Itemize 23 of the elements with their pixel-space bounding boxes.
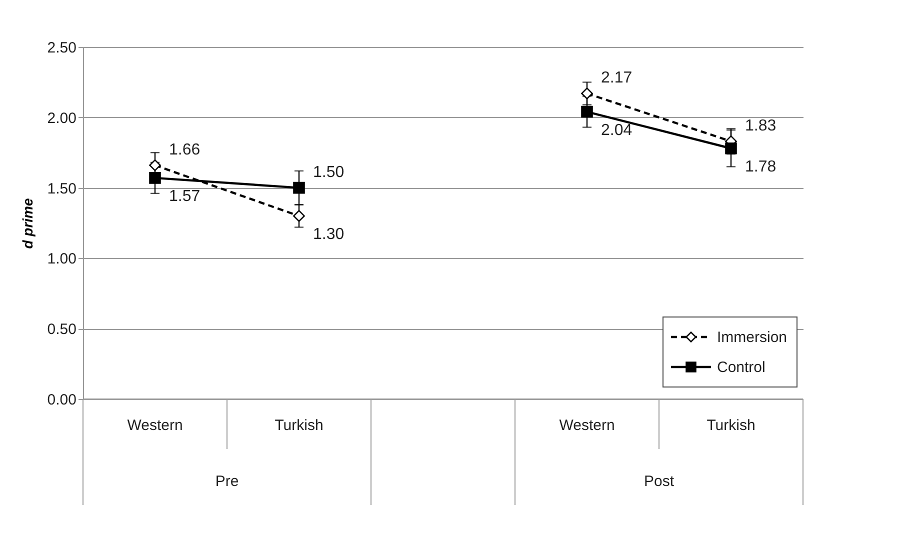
y-tick-label: 0.00 xyxy=(47,392,76,408)
legend-label: Control xyxy=(717,359,766,376)
legend-label: Immersion xyxy=(717,329,788,346)
x-tick-label: Western xyxy=(559,417,615,434)
y-axis-title: d prime xyxy=(19,198,36,249)
x-tick-label: Turkish xyxy=(274,417,324,434)
y-tick-label: 1.50 xyxy=(47,180,76,198)
data-label: 1.50 xyxy=(313,164,344,181)
text: Post xyxy=(644,473,675,490)
data-label: 1.30 xyxy=(313,226,344,243)
x-tick-label: Western xyxy=(127,417,183,434)
y-tick-label: 1.00 xyxy=(47,250,76,268)
y-tick-label: 0.50 xyxy=(47,321,76,338)
x-tick-label: Turkish xyxy=(706,417,756,434)
data-label: 1.83 xyxy=(745,117,776,134)
data-label: 1.66 xyxy=(169,141,200,158)
data-label: 2.17 xyxy=(601,69,632,86)
data-label: 1.78 xyxy=(745,158,776,176)
y-tick-label: 2.50 xyxy=(47,40,76,56)
data-label: 1.57 xyxy=(169,188,200,205)
data-label: 2.04 xyxy=(601,122,632,139)
y-tick-label: 2.00 xyxy=(47,110,76,127)
text: Pre xyxy=(215,473,239,490)
